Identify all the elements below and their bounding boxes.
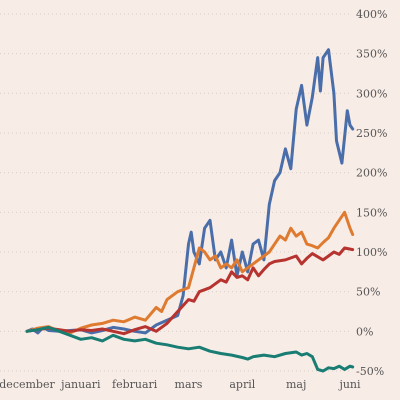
y-tick-label-1: 0% (356, 325, 373, 338)
y-tick-label-2: 50% (356, 286, 380, 299)
x-tick-label-0: december (0, 378, 55, 391)
series-line-1 (25, 210, 355, 335)
y-tick-label-4: 150% (356, 206, 387, 219)
y-tick-label-0: -50% (356, 365, 384, 378)
y-tick-label-3: 100% (356, 246, 387, 259)
x-tick-label-5: maj (286, 378, 306, 391)
series-line-2 (25, 246, 355, 336)
x-tick-label-2: februari (112, 378, 158, 391)
y-tick-label-9: 400% (356, 8, 387, 21)
y-tick-label-8: 350% (356, 48, 387, 61)
y-tick-label-5: 200% (356, 167, 387, 180)
x-tick-label-1: januari (59, 378, 101, 391)
x-tick-label-6: juni (337, 378, 361, 391)
series-line-0 (25, 48, 355, 335)
y-tick-label-6: 250% (356, 127, 387, 140)
x-tick-label-3: mars (175, 378, 203, 391)
y-tick-label-7: 300% (356, 87, 387, 100)
series-lines (25, 48, 355, 373)
x-tick-label-4: april (229, 378, 255, 391)
y-axis-tick-labels: -50% 0% 50% 100% 150% 200% 250% 300% 350% 400% (356, 8, 387, 378)
series-line-3 (25, 325, 355, 373)
x-axis-tick-labels: december januari februari mars april maj juni (0, 378, 361, 391)
